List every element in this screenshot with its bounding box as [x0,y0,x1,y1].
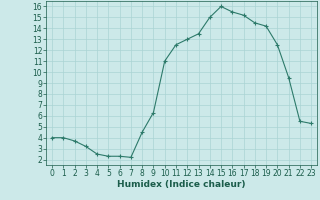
X-axis label: Humidex (Indice chaleur): Humidex (Indice chaleur) [117,180,246,189]
